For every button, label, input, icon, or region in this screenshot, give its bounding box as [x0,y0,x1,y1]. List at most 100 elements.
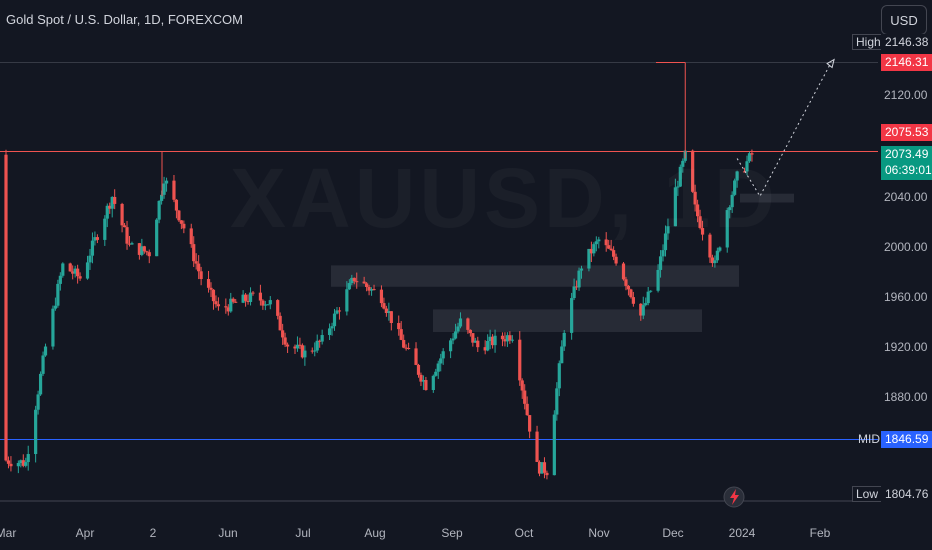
candle-body [728,207,732,211]
candle-body [597,239,601,242]
candle-body [510,339,514,341]
candle-body [362,281,366,284]
candle-body [9,463,13,467]
candle-body [90,240,95,256]
candle-body [172,180,176,200]
candle-body [268,300,272,305]
candle-body [73,268,77,274]
candle-body [453,331,458,339]
candle-body [483,347,487,351]
candle-body [224,306,228,308]
candle-body [604,239,608,246]
candle-body [537,461,542,474]
candle-body [441,351,445,359]
price-tick: 2000.00 [884,240,928,254]
candle-body [248,292,253,302]
candle-body [649,290,653,292]
mid-price-label: 1846.59 [881,431,932,448]
candle-body [16,462,20,467]
candle-body [673,187,677,227]
candle-body [476,340,480,348]
candle-body [147,252,151,257]
candle-body [26,454,30,463]
candle-body [36,394,40,410]
supply-demand-zone [433,309,702,333]
candle-body [145,251,149,253]
candle-body [345,289,349,312]
candle-body [318,340,322,342]
candle-body [592,244,596,254]
time-tick: 2 [149,526,157,540]
candle-body [179,220,183,224]
candle-body [488,336,492,342]
candle-body [458,318,463,327]
candle-body [589,248,593,254]
candle-body [206,279,211,288]
candle-body [355,281,359,283]
candle-body [140,246,144,255]
candle-body [607,245,611,249]
time-tick: Dec [662,526,684,540]
candle-body [471,333,475,343]
candle-body [211,289,216,302]
candle-body [577,270,581,288]
candle-body [614,256,618,264]
candle-body [369,289,374,291]
candle-body [555,388,559,415]
candle-body [214,301,218,305]
current-price-label: 2073.49 06:39:01 [881,146,932,180]
candle-body [108,205,112,209]
candle-body [379,289,384,304]
candle-body [110,196,114,209]
low-value-label: 1804.76 [881,486,932,503]
candle-body [715,250,719,261]
candle-body [194,261,198,264]
candle-body [234,301,238,303]
price-tick: 2040.00 [884,190,928,204]
candle-body [416,364,421,375]
lightning-icon [730,489,739,505]
candle-body [570,298,574,333]
candle-body [678,166,682,187]
candle-body [505,335,510,342]
candle-body [626,285,631,290]
candle-body [473,340,477,343]
candle-body [387,311,391,313]
candle-body [315,340,319,351]
candle-body [367,286,371,291]
time-tick: Sep [441,526,463,540]
candle-body [243,294,248,301]
candle-body [718,247,722,251]
candle-body [661,250,665,257]
candle-body [528,415,532,432]
candle-body [293,346,297,349]
projection-arrow-head [826,58,835,69]
candle-body [708,234,712,258]
candle-body [439,358,443,364]
candle-body [350,277,354,284]
candle-body [404,347,408,349]
candle-body [631,297,635,304]
candle-body [402,339,406,348]
currency-button[interactable]: USD [881,5,927,35]
price-tick: 1960.00 [884,290,928,304]
time-tick: Oct [514,526,534,540]
candle-body [733,180,737,195]
high-value-label: 2146.38 [881,34,932,51]
price-tick: 1920.00 [884,340,928,354]
candle-body [58,275,62,284]
time-tick: Apr [75,526,95,540]
time-tick: 2024 [728,526,756,540]
candle-body [155,219,159,257]
candle-body [34,409,38,455]
candle-body [666,226,670,234]
candle-body [61,263,65,276]
candle-body [327,328,332,336]
candle-body [93,237,97,241]
candle-body [189,228,193,245]
candle-body [397,323,401,330]
candle-body [157,200,161,220]
candle-body [609,248,613,251]
candle-body [414,348,418,365]
